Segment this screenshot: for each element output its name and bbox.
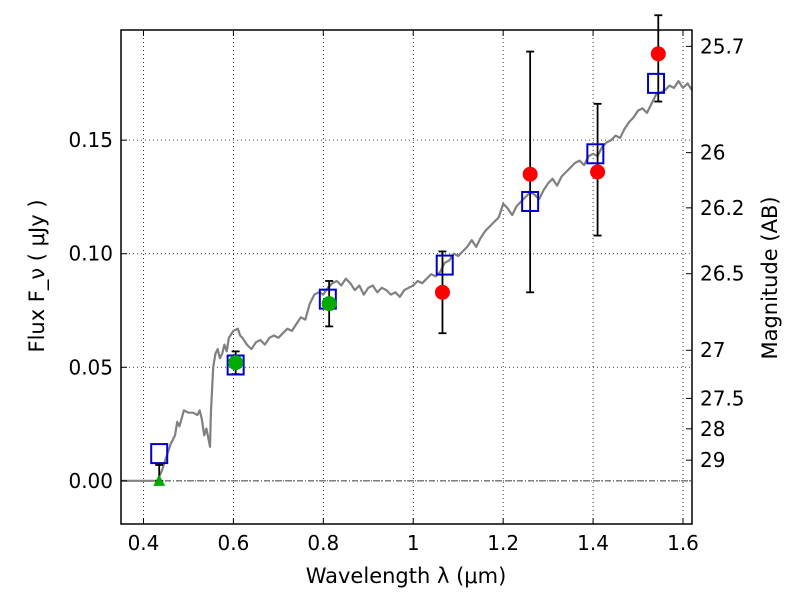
model-square-marker	[586, 143, 605, 165]
y-tick-label: 0.10	[68, 242, 113, 266]
red-data-point	[650, 46, 666, 62]
y2-tick-label: 26.5	[700, 262, 745, 286]
x-tick-label: 0.8	[307, 531, 339, 555]
data-layer	[121, 14, 693, 486]
y-axis-label: Flux F_ν ( μJy )	[25, 199, 50, 352]
red-data-point	[590, 164, 606, 180]
y2-tick-label: 26	[700, 141, 725, 165]
y2-tick-label: 25.7	[700, 34, 745, 58]
model-square-marker	[521, 190, 540, 212]
tick-layer: 0.4 0.6 0.8 1 1.2 1.4 1.6 0.00 0.05 0.10 0.15 25.7 2…	[68, 30, 745, 555]
x-tick-label: 1.2	[487, 531, 519, 555]
green-data-point	[228, 355, 244, 371]
spectrum-line	[121, 80, 693, 482]
y2-tick-label: 26.2	[700, 196, 745, 220]
model-square-marker	[150, 443, 169, 465]
y-tick-label: 0.15	[68, 128, 113, 152]
y2-tick-label: 28	[700, 417, 725, 441]
x-tick-label: 1	[407, 531, 420, 555]
model-square-marker	[647, 72, 666, 94]
plot-frame	[120, 29, 693, 525]
x-tick-label: 0.6	[217, 531, 249, 555]
y2-tick-label: 29	[700, 448, 725, 472]
x-axis-label: Wavelength λ (μm)	[306, 564, 507, 588]
y-tick-label: 0.00	[68, 469, 113, 493]
grid-layer	[121, 30, 692, 524]
x-tick-label: 0.4	[128, 531, 160, 555]
y2-tick-label: 27.5	[700, 386, 745, 410]
y-tick-label: 0.05	[68, 355, 113, 379]
red-data-point	[522, 166, 538, 182]
y2-tick-label: 27	[700, 338, 725, 362]
green-triangle-marker	[153, 474, 166, 486]
x-tick-label: 1.6	[667, 531, 699, 555]
red-data-point	[434, 284, 450, 300]
model-square-marker	[435, 254, 454, 276]
y2-axis-label: Magnitude (AB)	[758, 196, 782, 359]
x-tick-label: 1.4	[577, 531, 609, 555]
green-data-point	[321, 296, 337, 312]
